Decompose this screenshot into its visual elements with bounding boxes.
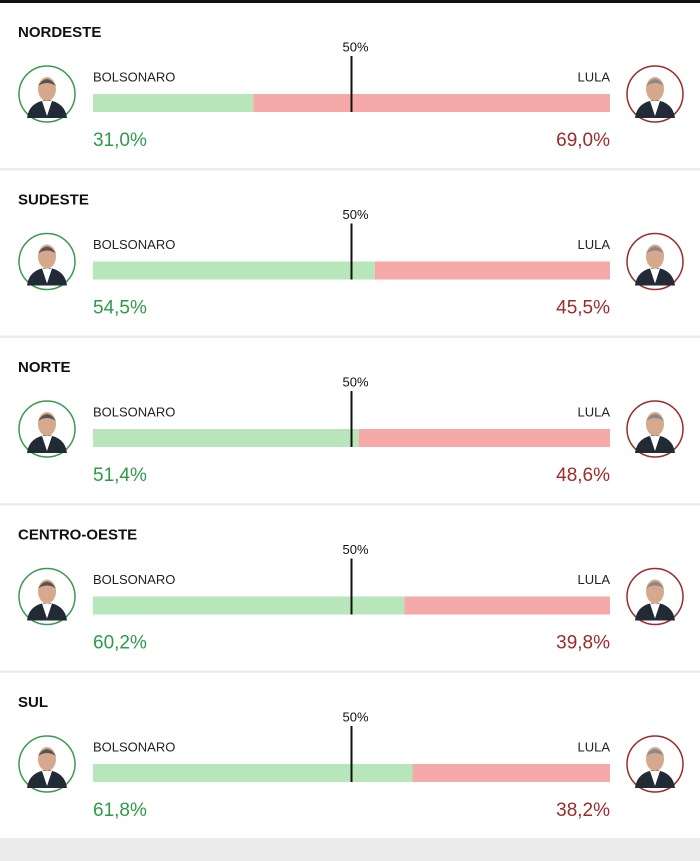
region-panel: NORTE BOLSONARO 51,4% LULA 48,6% 50%	[0, 338, 700, 503]
panel-card	[0, 3, 700, 168]
avatar-hair	[38, 749, 56, 756]
avatar-shirt	[42, 603, 52, 619]
avatar-hair	[646, 581, 664, 589]
vote-share: 31,0%	[93, 130, 147, 151]
avatar-shirt	[650, 771, 660, 786]
bar-segment	[93, 261, 375, 280]
region-title: NORTE	[18, 359, 71, 376]
panel-card	[0, 673, 700, 838]
vote-share: 69,0%	[556, 130, 610, 151]
candidate-name: LULA	[577, 404, 610, 419]
avatar-hair	[38, 414, 56, 421]
midpoint-label: 50%	[342, 374, 368, 389]
avatar-shirt	[42, 771, 52, 786]
candidate-name: LULA	[577, 69, 610, 84]
panel-card	[0, 505, 700, 671]
candidate-name: LULA	[577, 739, 610, 754]
avatar-shirt	[650, 268, 660, 284]
avatar-hair	[646, 749, 664, 756]
vote-share: 61,8%	[93, 800, 147, 821]
candidate-name: LULA	[577, 237, 610, 252]
region-panel: NORDESTE BOLSONARO 31,0% LULA 69,0% 50%	[0, 3, 700, 168]
region-title: NORDESTE	[18, 24, 101, 41]
vote-share: 54,5%	[93, 298, 147, 319]
region-title: SUDESTE	[18, 191, 89, 208]
region-panel: SUDESTE BOLSONARO 54,5% LULA 45,5% 50%	[0, 170, 700, 336]
avatar-shirt	[42, 101, 52, 116]
vote-share: 48,6%	[556, 465, 610, 486]
region-panel: CENTRO-OESTE BOLSONARO 60,2% LULA 39,8% 50%	[0, 505, 700, 671]
vote-share: 38,2%	[556, 800, 610, 821]
bar-segment	[93, 94, 254, 112]
avatar-shirt	[42, 268, 52, 284]
avatar-hair	[38, 246, 56, 254]
bar-segment	[374, 261, 610, 280]
candidate-name: BOLSONARO	[93, 237, 175, 252]
avatar-hair	[646, 246, 664, 254]
bar-segment	[253, 94, 610, 112]
bar-segment	[93, 596, 405, 615]
avatar-shirt	[650, 101, 660, 116]
top-edge	[0, 0, 700, 3]
region-title: CENTRO-OESTE	[18, 526, 137, 543]
avatar-hair	[38, 79, 56, 86]
avatar-hair	[38, 581, 56, 589]
candidate-name: BOLSONARO	[93, 404, 175, 419]
avatar-shirt	[42, 436, 52, 451]
bar-segment	[404, 596, 610, 615]
vote-share: 39,8%	[556, 633, 610, 654]
candidate-name: BOLSONARO	[93, 739, 175, 754]
avatar-hair	[646, 414, 664, 421]
midpoint-label: 50%	[342, 542, 368, 557]
avatar-shirt	[650, 436, 660, 451]
candidate-name: BOLSONARO	[93, 69, 175, 84]
panel-card	[0, 170, 700, 336]
avatar-shirt	[650, 603, 660, 619]
midpoint-label: 50%	[342, 207, 368, 222]
avatar-hair	[646, 79, 664, 86]
bar-segment	[93, 764, 413, 782]
bar-segment	[412, 764, 610, 782]
candidate-name: BOLSONARO	[93, 572, 175, 587]
bar-segment	[358, 429, 610, 447]
panel-card	[0, 338, 700, 503]
midpoint-label: 50%	[342, 39, 368, 54]
midpoint-label: 50%	[342, 709, 368, 724]
region-panel: SUL BOLSONARO 61,8% LULA 38,2% 50%	[0, 673, 700, 838]
bar-segment	[93, 429, 359, 447]
vote-share: 45,5%	[556, 298, 610, 319]
vote-share: 60,2%	[93, 633, 147, 654]
candidate-name: LULA	[577, 572, 610, 587]
region-title: SUL	[18, 694, 48, 711]
vote-share: 51,4%	[93, 465, 147, 486]
